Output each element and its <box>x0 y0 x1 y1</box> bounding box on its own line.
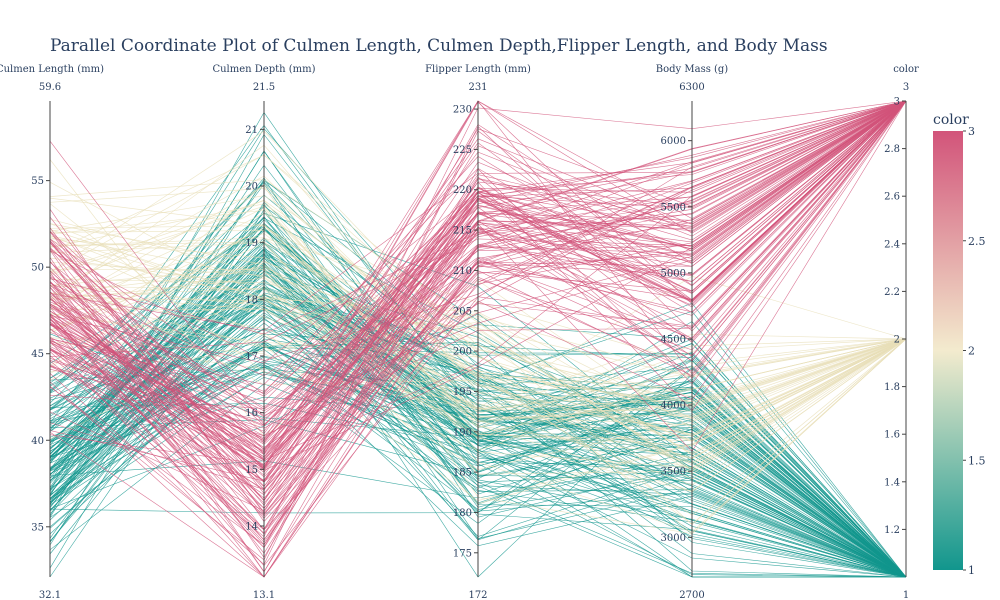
tick-label: 205 <box>453 306 472 317</box>
tick-label: 4000 <box>661 401 686 412</box>
tick-label: 195 <box>453 387 472 398</box>
tick-label: 2.6 <box>884 192 900 203</box>
tick-label: 175 <box>453 548 472 559</box>
axis-title: Culmen Depth (mm) <box>212 64 315 75</box>
tick-label: 3000 <box>661 533 686 544</box>
tick-label: 1.2 <box>884 525 900 536</box>
axis-2[interactable]: Flipper Length (mm) 231 172 175 180 185 190 195… <box>425 64 531 600</box>
axis-max-label: 3 <box>903 82 909 93</box>
axis-min-label: 172 <box>468 590 487 600</box>
tick-label: 1.6 <box>884 430 900 441</box>
tick-label: 210 <box>453 266 472 277</box>
axis-title: Body Mass (g) <box>656 64 729 75</box>
tick-label: 19 <box>245 238 258 249</box>
tick-label: 40 <box>31 436 44 447</box>
axis-title: color <box>893 64 919 75</box>
tick-label: 20 <box>245 182 258 193</box>
axis-min-label: 32.1 <box>39 590 61 600</box>
tick-label: 1.4 <box>884 477 900 488</box>
colorbar-tick-label: 1.5 <box>968 454 986 467</box>
tick-label: 45 <box>31 349 44 360</box>
tick-label: 225 <box>453 145 472 156</box>
tick-label: 180 <box>453 508 472 519</box>
tick-label: 50 <box>31 263 44 274</box>
colorbar-tick-label: 3 <box>968 125 975 138</box>
tick-label: 2 <box>894 335 900 346</box>
tick-label: 16 <box>245 408 258 419</box>
colorbar: color 1 1.5 2 2.5 3 <box>933 112 986 577</box>
axis-min-label: 13.1 <box>253 590 275 600</box>
tick-label: 5000 <box>661 268 686 279</box>
tick-label: 190 <box>453 427 472 438</box>
tick-label: 15 <box>245 465 258 476</box>
tick-label: 200 <box>453 347 472 358</box>
axis-3[interactable]: Body Mass (g) 6300 2700 3000 3500 4000 4500 500… <box>656 64 729 600</box>
tick-label: 5500 <box>661 202 686 213</box>
tick-label: 55 <box>31 176 44 187</box>
colorbar-tick-label: 2.5 <box>968 235 986 248</box>
axis-max-label: 231 <box>468 82 487 93</box>
tick-label: 21 <box>245 125 258 136</box>
tick-label: 220 <box>453 185 472 196</box>
colorbar-tick-label: 1 <box>968 564 975 577</box>
tick-label: 17 <box>245 352 258 363</box>
tick-label: 35 <box>31 522 44 533</box>
axis-0[interactable]: Culmen Length (mm) 59.6 32.1 35 40 45 50 55 <box>0 64 104 600</box>
tick-label: 185 <box>453 468 472 479</box>
axis-title: Flipper Length (mm) <box>425 64 531 75</box>
colorbar-tick-label: 2 <box>968 345 975 358</box>
tick-label: 2.8 <box>884 144 900 155</box>
axis-max-label: 6300 <box>679 82 704 93</box>
tick-label: 1.8 <box>884 382 900 393</box>
tick-label: 14 <box>245 522 258 533</box>
chart-title: Parallel Coordinate Plot of Culmen Lengt… <box>50 36 828 56</box>
axis-min-label: 2700 <box>679 590 704 600</box>
tick-label: 18 <box>245 295 258 306</box>
axes-layer: Culmen Length (mm)59.632.13540455055Culm… <box>0 64 919 600</box>
colorbar-gradient <box>933 131 963 570</box>
axis-1[interactable]: Culmen Depth (mm) 21.5 13.1 14 15 16 17 18 19 20 2… <box>212 64 315 600</box>
tick-label: 3500 <box>661 467 686 478</box>
tick-label: 4500 <box>661 335 686 346</box>
colorbar-title: color <box>933 112 969 128</box>
tick-label: 2.2 <box>884 287 900 298</box>
axis-4[interactable]: color 3 1 1.2 1.4 1.6 1.8 2 2.2 2.4 2.6 2.8 3 <box>884 64 919 600</box>
axis-max-label: 21.5 <box>253 82 275 93</box>
tick-label: 6000 <box>661 136 686 147</box>
axis-max-label: 59.6 <box>39 82 61 93</box>
axis-title: Culmen Length (mm) <box>0 64 104 75</box>
tick-label: 215 <box>453 226 472 237</box>
axis-min-label: 1 <box>903 590 909 600</box>
tick-label: 230 <box>453 105 472 116</box>
tick-label: 3 <box>894 97 900 108</box>
tick-label: 2.4 <box>884 239 900 250</box>
